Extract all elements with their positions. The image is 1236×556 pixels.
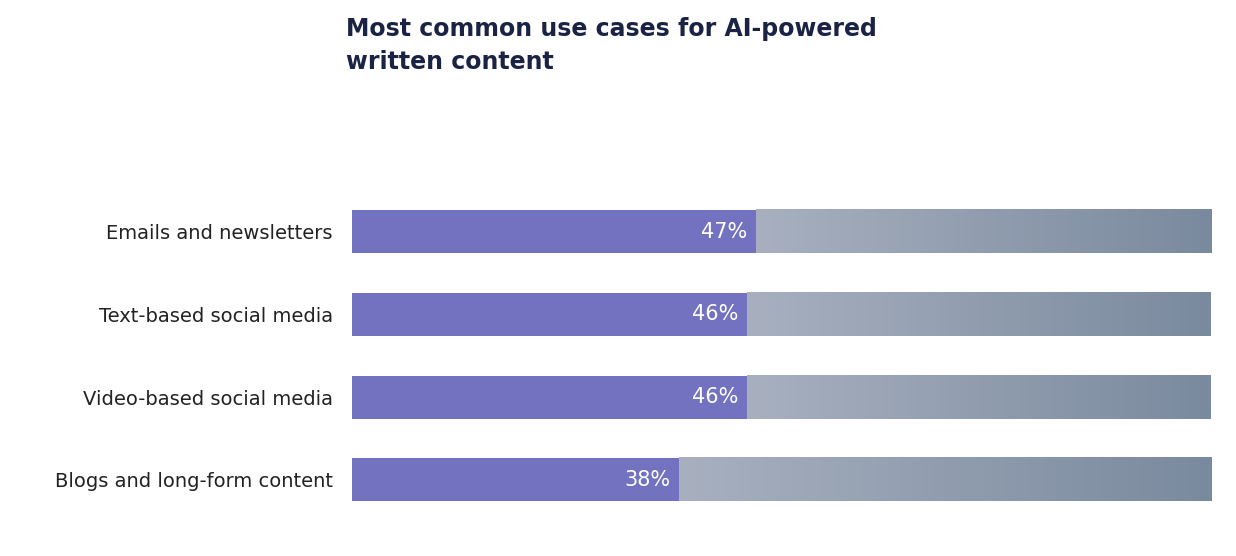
Bar (352, 210, 756, 253)
Text: 46%: 46% (692, 305, 739, 325)
Bar (352, 376, 748, 419)
Text: 38%: 38% (624, 470, 670, 490)
Text: 46%: 46% (692, 387, 739, 407)
Bar (352, 459, 679, 502)
Bar (352, 293, 748, 336)
Text: 47%: 47% (701, 222, 748, 242)
Text: Most common use cases for AI-powered
written content: Most common use cases for AI-powered wri… (346, 17, 878, 74)
